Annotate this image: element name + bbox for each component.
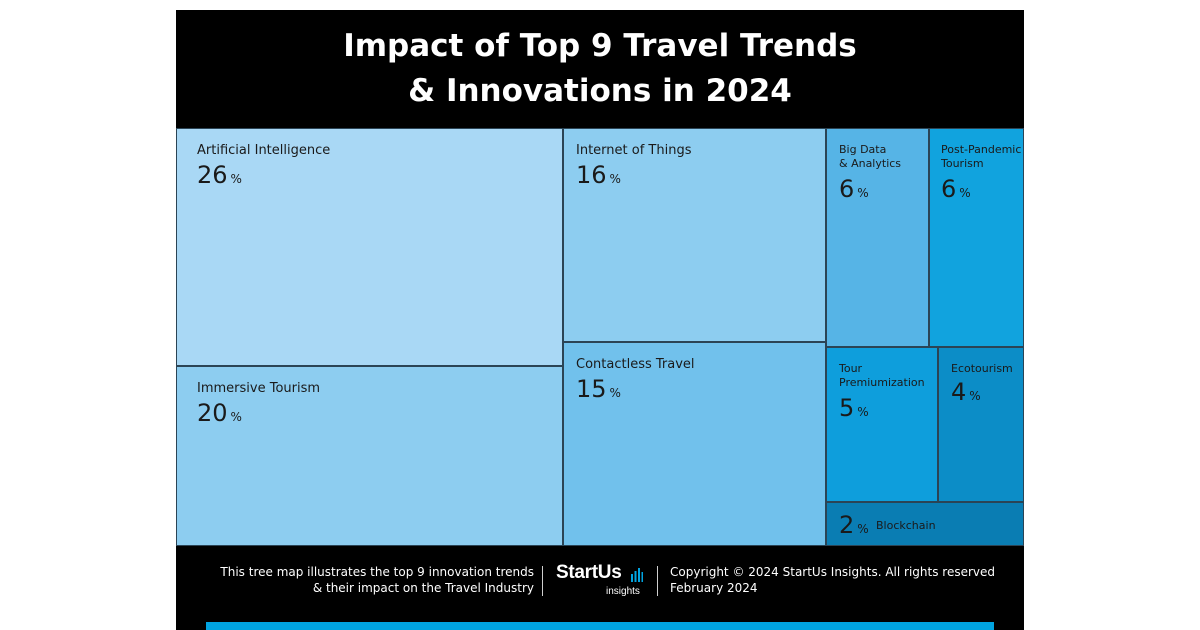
- infographic-card: Impact of Top 9 Travel Trends & Innovati…: [176, 10, 1024, 630]
- treemap-tile-label: Blockchain: [876, 519, 936, 532]
- treemap-tile: Ecotourism 4%: [938, 347, 1024, 502]
- treemap-tile-value: 26%: [197, 161, 242, 189]
- treemap-tile-value: 16%: [576, 161, 621, 189]
- treemap-tile: Post-Pandemic Tourism 6%: [929, 128, 1024, 347]
- footer-description-line-2: & their impact on the Travel Industry: [312, 581, 534, 595]
- startus-insights-logo: StartUs insights: [556, 562, 648, 602]
- treemap-tile: Immersive Tourism 20%: [176, 366, 563, 546]
- treemap-tile-value: 4%: [951, 378, 981, 406]
- footer-divider-right: [657, 566, 658, 596]
- treemap-tile: Artificial Intelligence 26%: [176, 128, 563, 366]
- bar-chart-icon: [631, 568, 643, 582]
- treemap-tile-label: Immersive Tourism: [197, 381, 321, 396]
- treemap-tile-label: Big Data & Analytics: [839, 143, 902, 170]
- treemap-tile: Internet of Things 16%: [563, 128, 826, 342]
- treemap-tile: Big Data & Analytics 6%: [826, 128, 929, 347]
- copyright-text: Copyright © 2024 StartUs Insights. All r…: [670, 565, 995, 579]
- treemap-tile-label: Post-Pandemic Tourism: [941, 143, 1022, 170]
- treemap: Artificial Intelligence 26% Immersive Tour…: [176, 128, 1024, 546]
- footer-description: This tree map illustrates the top 9 inno…: [220, 564, 534, 596]
- treemap-tile-value: 15%: [576, 375, 621, 403]
- logo-subtext: insights: [606, 586, 640, 597]
- treemap-tile: Tour Premiumization 5%: [826, 347, 938, 502]
- chart-title: Impact of Top 9 Travel Trends & Innovati…: [176, 10, 1024, 128]
- publish-date: February 2024: [670, 581, 758, 595]
- treemap-tile-label: Contactless Travel: [576, 357, 695, 372]
- footer-description-line-1: This tree map illustrates the top 9 inno…: [220, 565, 534, 579]
- treemap-tile-label: Internet of Things: [576, 143, 692, 158]
- chart-title-line-1: Impact of Top 9 Travel Trends: [343, 28, 857, 64]
- treemap-tile-value: 6%: [941, 175, 971, 203]
- treemap-tile-value: 20%: [197, 399, 242, 427]
- treemap-tile-label: Tour Premiumization: [839, 362, 925, 389]
- treemap-tile-value: 6%: [839, 175, 869, 203]
- treemap-tile-label: Artificial Intelligence: [197, 143, 331, 158]
- chart-title-line-2: & Innovations in 2024: [408, 73, 792, 109]
- treemap-tile-value: 2%: [839, 511, 869, 539]
- accent-bar: [206, 622, 994, 630]
- treemap-tile-label: Ecotourism: [951, 362, 1013, 375]
- treemap-tile: Blockchain 2%: [826, 502, 1024, 546]
- treemap-tile: Contactless Travel 15%: [563, 342, 826, 546]
- treemap-tile-value: 5%: [839, 394, 869, 422]
- logo-wordmark: StartUs: [556, 562, 622, 583]
- footer-divider-left: [542, 566, 543, 596]
- footer-copyright-block: Copyright © 2024 StartUs Insights. All r…: [670, 564, 995, 596]
- footer: This tree map illustrates the top 9 inno…: [176, 546, 1024, 630]
